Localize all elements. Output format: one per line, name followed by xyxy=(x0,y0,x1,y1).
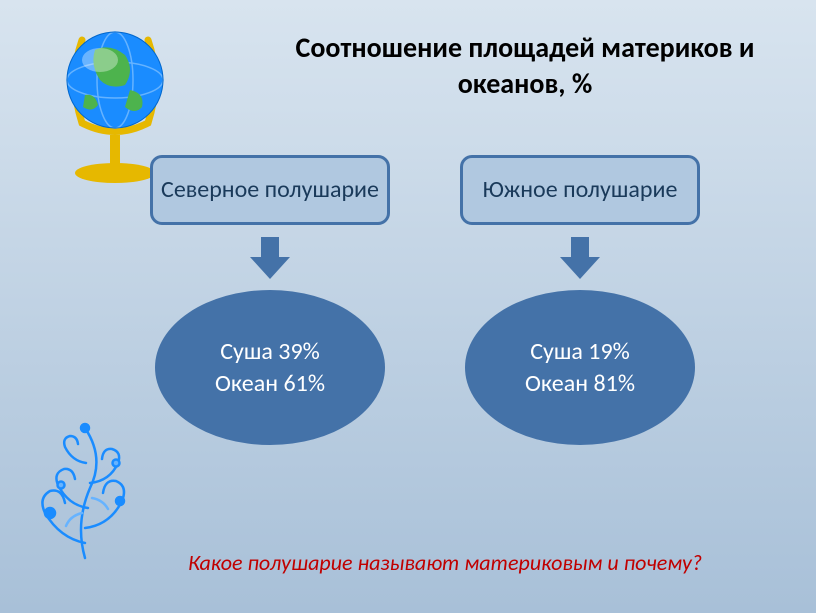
south-ocean-row: Океан 81% xyxy=(525,368,635,399)
page-title: Соотношение площадей материков и океанов… xyxy=(280,30,770,103)
south-label-box: Южное полушарие xyxy=(460,155,700,225)
south-label-text: Южное полушарие xyxy=(483,176,678,205)
north-hemisphere-column: Северное полушарие Суша 39% Океан 61% xyxy=(140,155,400,445)
north-data-ellipse: Суша 39% Океан 61% xyxy=(155,290,385,445)
north-label-box: Северное полушарие xyxy=(150,155,390,225)
south-land-row: Суша 19% xyxy=(530,336,630,367)
question-text: Какое полушарие называют материковым и п… xyxy=(165,549,725,578)
north-land-row: Суша 39% xyxy=(220,336,320,367)
north-arrow-icon xyxy=(250,237,290,282)
north-ocean-row: Океан 61% xyxy=(215,368,325,399)
south-arrow-icon xyxy=(560,237,600,282)
north-label-text: Северное полушарие xyxy=(161,176,379,205)
south-data-ellipse: Суша 19% Океан 81% xyxy=(465,290,695,445)
ornament-icon xyxy=(20,413,150,563)
south-hemisphere-column: Южное полушарие Суша 19% Океан 81% xyxy=(450,155,710,445)
